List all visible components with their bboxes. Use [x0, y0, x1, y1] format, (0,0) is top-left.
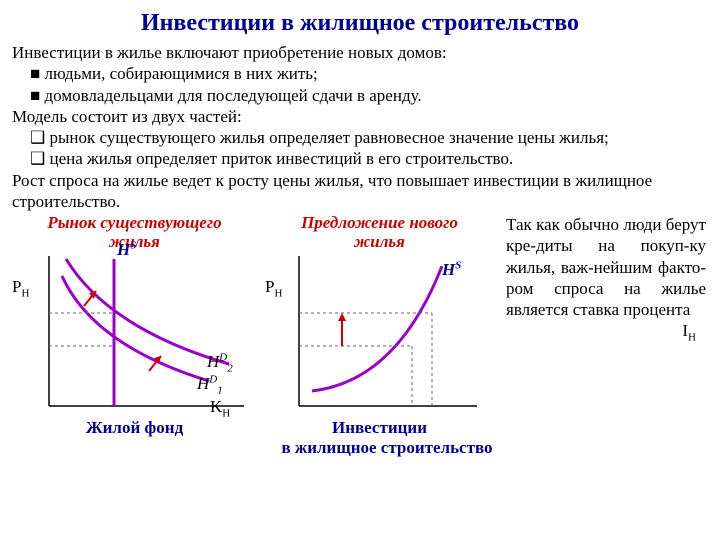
bullet-item: домовладельцами для последующей сдачи в …	[12, 85, 708, 106]
right-chart-title: Предложение новогожилья	[257, 214, 502, 251]
charts-row: Рынок существующегожилья PH HS	[12, 214, 708, 439]
right-chart: Предложение новогожилья PH HS	[257, 214, 502, 439]
right-caption2: в жилищное строительство	[252, 437, 522, 458]
bullet-item: рынок существующего жилья определяет рав…	[12, 127, 708, 148]
growth-text: Рост спроса на жилье ведет к росту цены …	[12, 170, 708, 213]
right-text-block: Так как обычно люди берут кре-диты на по…	[502, 214, 706, 439]
page-title: Инвестиции в жилищное строительство	[12, 8, 708, 38]
model-intro: Модель состоит из двух частей:	[12, 106, 708, 127]
demand1-label: HD1	[197, 373, 223, 398]
y-axis-label: PH	[265, 276, 282, 301]
bullet-item: людьми, собирающимися в них жить;	[12, 63, 708, 84]
right-chart-svg	[287, 251, 482, 416]
x-axis-label: KH	[210, 396, 230, 421]
intro-text: Инвестиции в жилье включают приобретение…	[12, 42, 708, 63]
bullet-item: цена жилья определяет приток инвестиций …	[12, 148, 708, 169]
left-chart: Рынок существующегожилья PH HS	[12, 214, 257, 439]
y-axis-label: PH	[12, 276, 29, 301]
